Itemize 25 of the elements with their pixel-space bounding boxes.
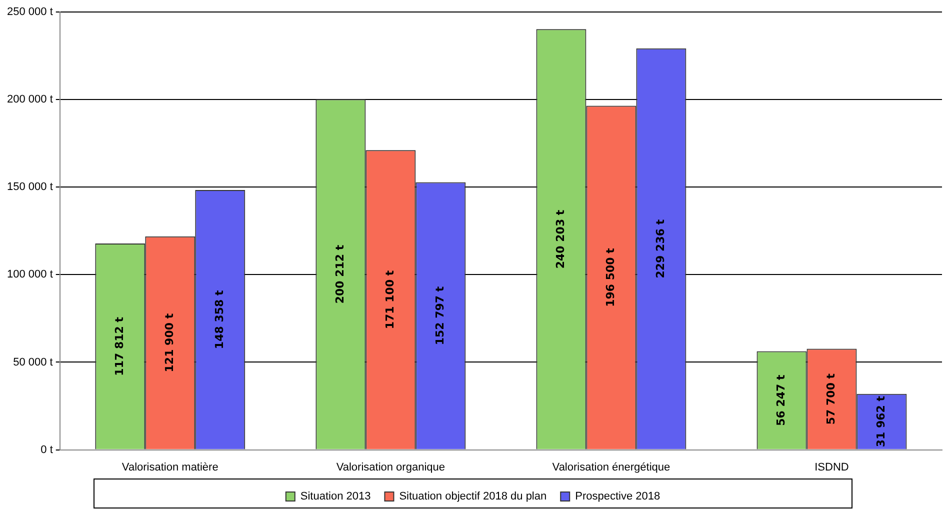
data-label: 117 812 t: [113, 316, 126, 376]
x-tick-label: Valorisation matière: [122, 461, 218, 474]
legend-label: Situation objectif 2018 du plan: [399, 490, 547, 503]
data-label: 148 358 t: [212, 290, 226, 350]
data-label: 121 900 t: [163, 313, 176, 372]
data-label: 31 962 t: [874, 396, 888, 448]
data-label: 200 212 t: [334, 244, 347, 304]
data-label: 229 236 t: [654, 219, 668, 278]
data-label: 152 797 t: [434, 286, 447, 346]
y-tick-label: 250 000 t: [7, 6, 53, 18]
data-label: 171 100 t: [384, 270, 397, 330]
data-label: 240 203 t: [554, 210, 568, 269]
data-label: 57 700 t: [824, 373, 838, 425]
data-label: 196 500 t: [604, 248, 618, 307]
data-label: 56 247 t: [774, 374, 788, 426]
legend-label: Situation 2013: [300, 490, 371, 503]
y-tick-label: 200 000 t: [7, 94, 53, 106]
x-tick-label: Valorisation énergétique: [552, 461, 670, 474]
legend-label: Prospective 2018: [575, 490, 660, 503]
y-tick-label: 150 000 t: [7, 181, 53, 194]
y-tick-label: 50 000 t: [13, 356, 53, 368]
x-tick-label: ISDND: [814, 461, 849, 474]
x-tick-label: Valorisation organique: [336, 461, 445, 474]
y-tick-label: 100 000 t: [7, 268, 53, 281]
y-tick-label: 0 t: [40, 444, 53, 456]
